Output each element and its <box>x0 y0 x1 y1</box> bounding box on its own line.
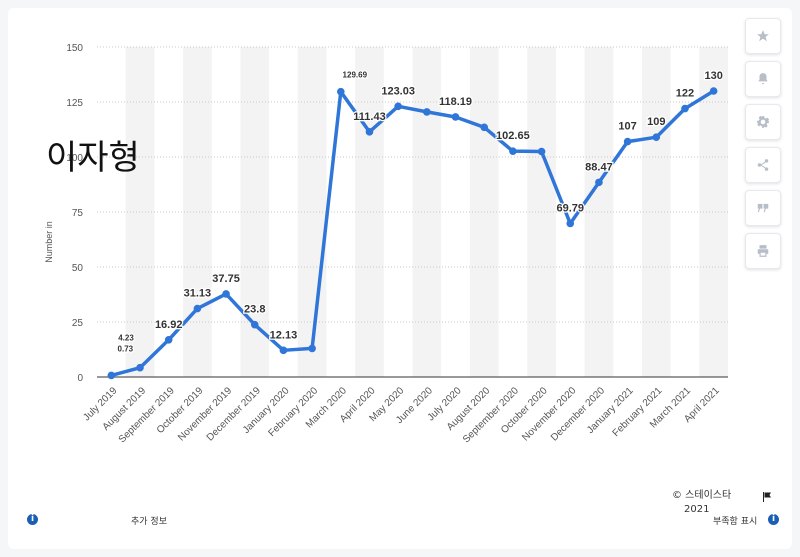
data-label: 130 <box>704 70 722 82</box>
x-tick-label: February 2020 <box>266 385 320 439</box>
data-point <box>250 320 259 329</box>
data-label: 102.65 <box>496 130 530 142</box>
data-point <box>709 87 718 95</box>
report-info-button[interactable]: i <box>768 514 779 525</box>
data-point <box>623 137 632 146</box>
data-point <box>336 87 345 96</box>
data-label: 4.23 <box>118 334 134 343</box>
data-point <box>566 219 575 228</box>
data-label: 23.8 <box>244 304 265 316</box>
data-point <box>164 335 173 344</box>
data-label: 88.47 <box>585 161 613 173</box>
report-label[interactable]: 부족함 표시 <box>713 517 758 527</box>
source-line-2: 2021 <box>684 504 710 515</box>
y-tick-label: 25 <box>72 318 84 329</box>
data-point <box>480 123 489 132</box>
data-label: 69.79 <box>556 202 584 214</box>
y-tick-label: 125 <box>66 98 83 109</box>
data-point <box>365 128 374 136</box>
data-label: 12.13 <box>270 329 298 341</box>
data-point <box>308 344 316 353</box>
data-label: 107 <box>618 121 636 133</box>
quote-icon <box>757 203 769 213</box>
y-tick-label: 150 <box>66 43 83 54</box>
favorite-button[interactable] <box>745 18 781 54</box>
data-point <box>107 371 116 380</box>
data-label: 111.43 <box>353 111 385 123</box>
data-point <box>423 108 431 116</box>
settings-button[interactable] <box>745 104 781 140</box>
bell-icon <box>758 73 768 85</box>
overlay-text: 이자형 <box>46 138 140 178</box>
source-credit: © 스테이스타 2021 <box>672 489 731 517</box>
column-band <box>125 47 155 377</box>
data-label: 123.03 <box>381 85 415 97</box>
column-band <box>297 47 327 377</box>
data-label: 37.75 <box>212 273 240 285</box>
side-toolbar <box>745 18 781 276</box>
notification-button[interactable] <box>745 61 781 97</box>
data-label: 129.69 <box>343 71 368 80</box>
gear-icon <box>757 115 770 128</box>
data-label: 109 <box>647 116 665 128</box>
cite-button[interactable] <box>745 190 781 226</box>
data-label: 118.19 <box>439 96 472 108</box>
data-point <box>509 147 517 155</box>
extra-info-label[interactable]: 추가 정보 <box>131 517 167 527</box>
data-point <box>451 113 460 121</box>
data-point <box>652 133 661 141</box>
column-band <box>699 47 728 377</box>
data-point <box>193 304 202 313</box>
info-icon: i <box>768 514 779 525</box>
info-icon: i <box>27 514 38 525</box>
print-button[interactable] <box>745 233 781 269</box>
extra-info-link[interactable]: i <box>27 514 38 525</box>
source-line-1: © 스테이스타 <box>672 490 732 501</box>
print-icon <box>757 245 769 257</box>
share-icon <box>757 159 769 171</box>
data-point <box>681 104 689 113</box>
data-label: 31.13 <box>184 288 212 300</box>
y-tick-label: 75 <box>72 208 84 219</box>
flag-button[interactable] <box>761 490 773 508</box>
series-line <box>109 89 716 378</box>
x-tick-label: February 2021 <box>611 385 665 439</box>
chart-card: 0 25 50 75 100 125 150 Number in July 2019 August… <box>8 8 792 549</box>
data-point <box>279 346 288 355</box>
data-label: 122 <box>676 88 694 100</box>
data-label: 0.73 <box>118 344 134 353</box>
star-icon <box>757 30 769 42</box>
data-point <box>136 363 144 372</box>
data-point <box>222 290 230 298</box>
y-tick-label: 0 <box>77 373 83 384</box>
y-axis-label: Number in <box>44 221 54 263</box>
y-tick-label: 100 <box>66 153 83 164</box>
data-point <box>394 102 402 111</box>
flag-icon <box>763 492 771 502</box>
data-point <box>595 178 603 187</box>
share-button[interactable] <box>745 147 781 183</box>
y-tick-label: 50 <box>72 263 84 274</box>
data-point <box>537 147 546 156</box>
data-label: 16.92 <box>155 319 183 331</box>
